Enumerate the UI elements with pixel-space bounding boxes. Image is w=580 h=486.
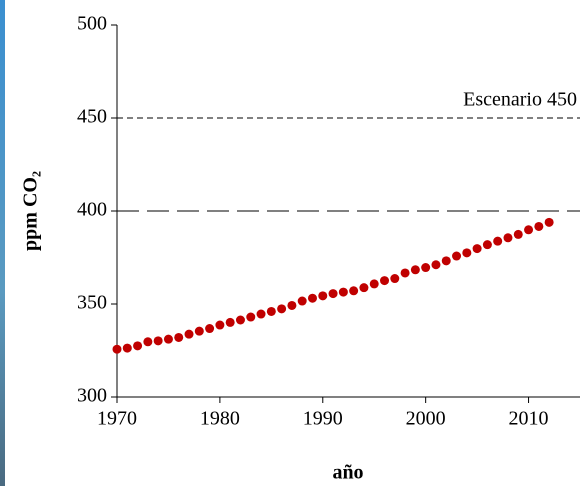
edge-strip bbox=[0, 0, 5, 486]
point bbox=[421, 263, 431, 273]
x-tick-label: 1980 bbox=[200, 408, 240, 430]
point bbox=[349, 286, 359, 296]
point bbox=[122, 343, 132, 353]
point bbox=[174, 332, 184, 342]
point bbox=[194, 326, 204, 336]
point bbox=[441, 256, 451, 266]
point bbox=[235, 315, 245, 325]
point bbox=[524, 225, 534, 235]
x-axis-title: año bbox=[332, 462, 363, 484]
point bbox=[112, 344, 122, 354]
y-tick-label: 300 bbox=[77, 385, 107, 407]
y-axis-title: ppm CO₂ bbox=[20, 171, 42, 251]
x-tick-label: 2010 bbox=[509, 408, 549, 430]
point bbox=[153, 336, 163, 346]
point bbox=[544, 217, 554, 227]
y-tick-label: 350 bbox=[77, 292, 107, 314]
point bbox=[431, 260, 441, 270]
point bbox=[482, 240, 492, 250]
point bbox=[328, 289, 338, 299]
point bbox=[215, 320, 225, 330]
point bbox=[503, 233, 513, 243]
reference-label: Escenario 450 bbox=[463, 89, 577, 111]
x-tick-label: 1970 bbox=[97, 408, 137, 430]
point bbox=[534, 221, 544, 231]
point bbox=[143, 337, 153, 347]
point bbox=[246, 312, 256, 322]
point bbox=[513, 229, 523, 239]
point bbox=[205, 324, 215, 334]
point bbox=[307, 293, 317, 303]
point bbox=[369, 279, 379, 289]
point bbox=[287, 300, 297, 310]
x-tick-label: 1990 bbox=[303, 408, 343, 430]
point bbox=[338, 287, 348, 297]
point bbox=[318, 291, 328, 301]
point bbox=[256, 309, 266, 319]
point bbox=[163, 334, 173, 344]
y-tick-label: 400 bbox=[77, 199, 107, 221]
point bbox=[390, 274, 400, 284]
point bbox=[359, 283, 369, 293]
point bbox=[184, 329, 194, 339]
point bbox=[400, 268, 410, 278]
point bbox=[277, 304, 287, 314]
point bbox=[380, 276, 390, 286]
point bbox=[472, 244, 482, 254]
point bbox=[410, 265, 420, 275]
point bbox=[462, 248, 472, 258]
point bbox=[452, 251, 462, 261]
y-tick-label: 500 bbox=[77, 13, 107, 35]
point bbox=[297, 296, 307, 306]
y-tick-label: 450 bbox=[77, 106, 107, 128]
point bbox=[133, 341, 143, 351]
point bbox=[493, 236, 503, 246]
point bbox=[266, 306, 276, 316]
x-tick-label: 2000 bbox=[406, 408, 446, 430]
point bbox=[225, 317, 235, 327]
